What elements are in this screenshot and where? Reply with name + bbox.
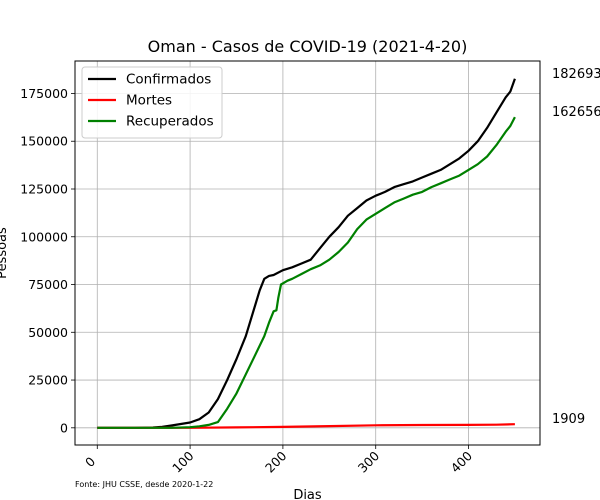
chart-title: Oman - Casos de COVID-19 (2021-4-20): [148, 37, 468, 56]
series-lines: [97, 78, 516, 429]
axis-ticks: 0 100 200 300 400 0 25000 50000 75000 100000 12500…: [20, 86, 475, 476]
end-label-mortes: 1909: [552, 412, 585, 427]
end-label-confirmados: 182693: [552, 67, 600, 82]
x-tick-label: 200: [262, 448, 290, 476]
y-tick-label: 75000: [28, 277, 68, 292]
y-tick-label: 125000: [20, 182, 68, 197]
y-tick-label: 100000: [20, 229, 68, 244]
series-line-confirmados: [97, 78, 516, 429]
y-tick-label: 175000: [20, 86, 68, 101]
legend-label-mortes: Mortes: [126, 93, 172, 109]
end-label-recuperados: 162656: [552, 105, 600, 120]
plot-frame: [74, 60, 541, 446]
y-tick-label: 150000: [20, 134, 68, 149]
series-line-recuperados: [97, 116, 516, 429]
legend-label-confirmados: Confirmados: [126, 72, 211, 88]
x-tick-label: 0: [82, 454, 98, 470]
y-tick-label: 0: [60, 420, 68, 435]
legend-label-recuperados: Recuperados: [126, 114, 214, 130]
x-axis-label: Dias: [293, 488, 322, 500]
y-axis-label: Pessoas: [0, 227, 10, 279]
x-tick-label: 400: [448, 448, 476, 476]
legend-box: [81, 66, 223, 139]
x-tick-label: 300: [355, 448, 383, 476]
x-tick-label: 100: [169, 448, 197, 476]
end-value-labels: 182693 1909 162656: [552, 67, 600, 427]
y-tick-label: 25000: [28, 373, 68, 388]
legend: Confirmados Mortes Recuperados: [81, 66, 223, 139]
source-note: Fonte: JHU CSSE, desde 2020-1-22: [75, 480, 213, 489]
y-tick-label: 50000: [28, 325, 68, 340]
